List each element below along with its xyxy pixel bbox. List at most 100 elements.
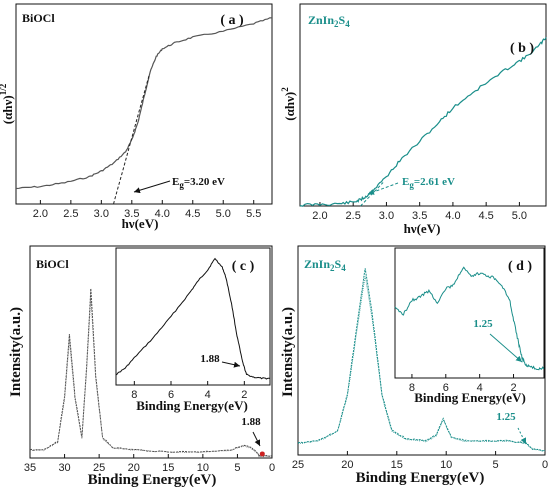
panel-d-x-tick-label-2: 15 [391, 459, 403, 471]
panel-c-x-tick-label-2: 25 [93, 462, 105, 474]
panel-d-material: ZnIn2S4 [304, 257, 346, 273]
panel-b-ylabel: (αhν)2 [280, 87, 297, 121]
panel-d-series [297, 268, 546, 452]
panel-b-xlabel: hν(eV) [404, 221, 441, 236]
panel-d-material-part-1: 2 [330, 263, 335, 273]
panel-d-annotation: 1.25 [496, 411, 516, 423]
panel-c-series-offset [29, 297, 273, 458]
panel-c-inset-x-tick-label-0: 8 [131, 389, 137, 401]
panel-a-annotation-part-2: =3.20 eV [184, 176, 225, 188]
panel-b-x-tick-label-5: 4.5 [479, 210, 494, 222]
panel-c-inset-xlabel: Binding Energy(eV) [136, 398, 248, 413]
panel-b-ylabel-main: (αhν) [282, 92, 297, 121]
panel-d-inset-x-tick-label-3: 2 [510, 382, 516, 394]
panel-d-material-part-0: ZnIn [304, 257, 330, 271]
panel-a-x-tick-label-7: 5.5 [246, 208, 261, 220]
panel-d-ylabel: Intensity(a.u.) [280, 307, 296, 397]
panel-c-xlabel: Binding Energy(eV) [88, 472, 217, 488]
panel-a-x-tick-label-0: 2.0 [33, 208, 48, 220]
panel-c-x-tick-label-1: 30 [58, 462, 70, 474]
panel-b: 2.0 2.5 3.0 3.5 4.0 4.5 5.0hν(eV)(αhν)2( b )Zn… [280, 3, 547, 236]
panel-b-axes [299, 3, 547, 207]
panel-a-x-tick-label-6: 5.0 [216, 208, 231, 220]
panel-c-inset-arrow [221, 361, 241, 368]
panel-c-inset-axes [115, 247, 271, 386]
panel-c-inset-annotation: 1.88 [200, 353, 220, 365]
panel-c-x-tick-label-6: 5 [234, 462, 240, 474]
panel-b-x-tick-label-2: 3.0 [379, 210, 394, 222]
panel-b-x-tick-label-4: 4.0 [445, 210, 460, 222]
panel-a-x-tick-label-3: 3.5 [124, 208, 139, 220]
panel-a-series [15, 17, 273, 190]
panel-b-annotation: Eg=2.61 eV [402, 176, 455, 190]
panel-d-x-tick-label-1: 20 [341, 459, 353, 471]
panel-d-axes [297, 245, 546, 456]
panel-c-x-tick-label-4: 15 [162, 462, 174, 474]
panel-c-marker [259, 451, 265, 457]
panel-d-xlabel: Binding Energy(eV) [356, 470, 485, 486]
panel-d-x-tick-label-3: 10 [440, 459, 452, 471]
panels: 2.0 2.5 3.0 3.5 4.0 4.5 5.0 5.5hν(eV)(αhν)1/2( … [0, 3, 548, 488]
panel-a-annotation-part-1: g [179, 180, 184, 190]
panel-a-annotation-part-0: E [172, 176, 179, 188]
panel-c-arrow [252, 431, 261, 447]
panel-b-annotation-part-2: =2.61 eV [414, 176, 455, 188]
panel-d-inset-x-tick-label-2: 4 [477, 382, 483, 394]
panel-d-inset-arrow [489, 333, 523, 363]
panel-a-axes [15, 3, 273, 205]
panel-d-material-part-2: S [335, 257, 342, 271]
panel-c-inset-x-tick-label-2: 4 [205, 389, 211, 401]
panel-d-arrow [517, 427, 527, 445]
panel-b-series [299, 37, 547, 207]
panel-c: 35 30 25 20 15 10 5 0 Binding Energy(eV) Intensit… [8, 245, 275, 488]
panel-d-inset-series [394, 266, 544, 371]
panel-c-inset-x-tick-label-1: 6 [168, 389, 174, 401]
panel-b-material-part-2: S [339, 13, 346, 27]
panel-c-series [29, 288, 273, 458]
panel-a-material: BiOCl [22, 11, 55, 25]
panel-d-inset-x-tick-label-1: 6 [443, 382, 449, 394]
panel-b-annotation-part-0: E [402, 176, 409, 188]
panel-a-x-tick-label-4: 4.0 [155, 208, 170, 220]
panel-d-material-part-3: 4 [341, 263, 346, 273]
panel-d-inset-annotation: 1.25 [473, 318, 493, 330]
panel-c-material: BiOCl [36, 257, 69, 271]
panel-a: 2.0 2.5 3.0 3.5 4.0 4.5 5.0 5.5 hν(eV) (αhν)1/2 ( … [0, 3, 273, 231]
panel-a-tangent [113, 75, 150, 205]
panel-a-annotation: Eg=3.20 eV [172, 176, 225, 190]
panel-a-label: ( a ) [220, 13, 244, 28]
panel-d-inset-x-tick-label-0: 8 [409, 382, 415, 394]
panel-b-x-tick-label-6: 5.0 [512, 210, 527, 222]
panel-d: 25 20 15 10 5 0 Binding Energy(eV) Intensity(a.… [280, 245, 548, 486]
panel-d-x-tick-label-5: 0 [542, 459, 548, 471]
panel-b-arrow [367, 182, 399, 195]
panel-a-xlabel: hν(eV) [122, 216, 159, 231]
panel-b-tangent [360, 182, 384, 207]
panel-c-x-tick-label-5: 10 [197, 462, 209, 474]
panel-c-label: ( c ) [232, 259, 255, 274]
panel-d-inset-xlabel: Binding Energy(eV) [414, 390, 526, 405]
panel-b-material: ZnIn2S4 [308, 13, 350, 29]
panel-d-series-offset [297, 276, 546, 452]
panel-b-x-tick-label-1: 2.5 [346, 210, 361, 222]
panel-c-x-tick-label-3: 20 [128, 462, 140, 474]
panel-c-ylabel: Intensity(a.u.) [8, 307, 24, 397]
panel-a-ylabel: (αhν)1/2 [0, 83, 15, 124]
panel-d-label: ( d ) [508, 259, 532, 274]
panel-b-ylabel-sup: 2 [280, 87, 290, 92]
panel-c-inset-x-tick-label-3: 2 [241, 389, 247, 401]
panel-c-inset-series [115, 257, 271, 380]
panel-b-annotation-part-1: g [409, 180, 414, 190]
panel-b-material-part-1: 2 [334, 19, 339, 29]
panel-b-material-part-3: 4 [345, 19, 350, 29]
panel-a-arrow [133, 180, 171, 194]
panel-b-material-part-0: ZnIn [308, 13, 334, 27]
panel-b-x-tick-label-0: 2.0 [312, 210, 327, 222]
panel-a-ylabel-main: (αhν) [0, 95, 15, 124]
panel-a-x-tick-label-5: 4.5 [185, 208, 200, 220]
panel-c-x-tick-label-7: 0 [269, 462, 275, 474]
panel-d-x-tick-label-0: 25 [292, 459, 304, 471]
panel-b-x-tick-label-3: 3.5 [412, 210, 427, 222]
panel-a-ylabel-sup: 1/2 [0, 83, 8, 95]
